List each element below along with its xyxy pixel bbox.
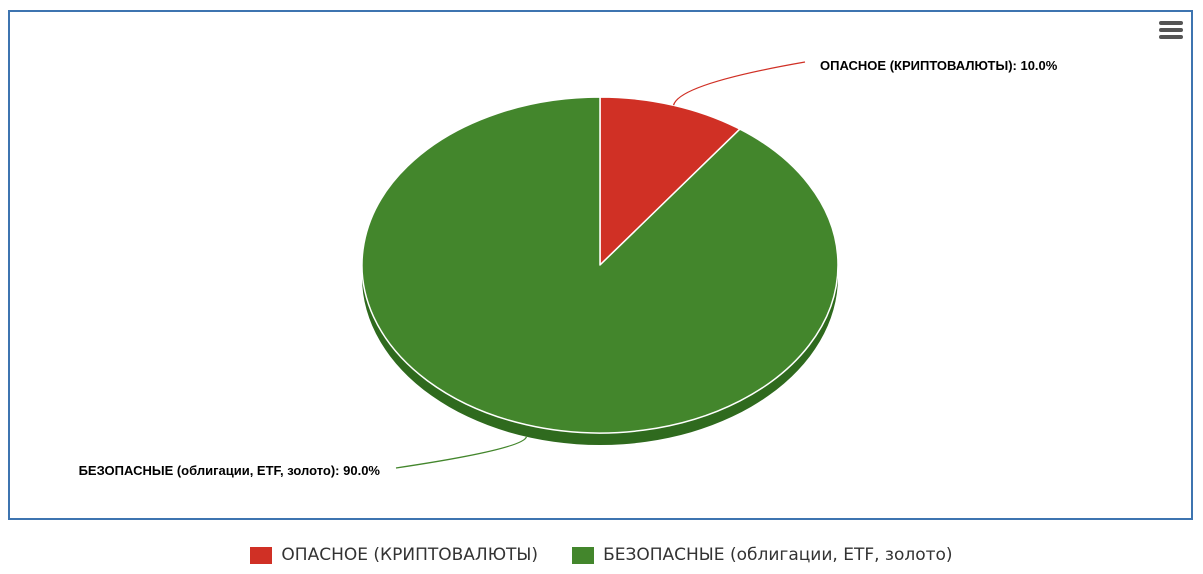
legend-label-safe: БЕЗОПАСНЫЕ (облигации, ETF, золото) [603, 545, 953, 565]
legend-swatch-danger [250, 546, 273, 564]
data-label-connector-0 [672, 61, 806, 106]
legend-item-safe[interactable]: БЕЗОПАСНЫЕ (облигации, ETF, золото) [572, 545, 953, 565]
legend-swatch-safe [572, 546, 595, 564]
legend-label-danger: ОПАСНОЕ (КРИПТОВАЛЮТЫ) [281, 545, 539, 565]
chart-container: ОПАСНОЕ (КРИПТОВАЛЮТЫ): 10.0% БЕЗОПАСНЫЕ … [8, 10, 1193, 520]
data-label-1: БЕЗОПАСНЫЕ (облигации, ETF, золото): 90.… [79, 463, 381, 478]
chart-legend: ОПАСНОЕ (КРИПТОВАЛЮТЫ) БЕЗОПАСНЫЕ (облиг… [0, 540, 1203, 570]
chart-menu-button[interactable] [1157, 18, 1185, 42]
legend-item-danger[interactable]: ОПАСНОЕ (КРИПТОВАЛЮТЫ) [250, 545, 538, 565]
data-label-connector-1 [395, 436, 528, 469]
hamburger-menu-icon [1157, 21, 1185, 39]
pie-chart: ОПАСНОЕ (КРИПТОВАЛЮТЫ): 10.0% БЕЗОПАСНЫЕ … [79, 58, 1058, 478]
data-label-0: ОПАСНОЕ (КРИПТОВАЛЮТЫ): 10.0% [820, 58, 1058, 73]
pie-slice-1[interactable] [361, 96, 839, 434]
